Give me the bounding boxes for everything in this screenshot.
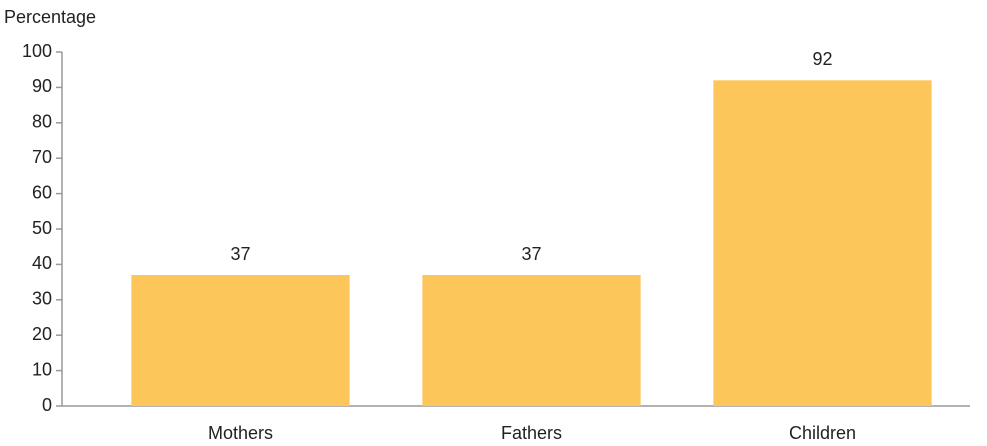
y-tick-label: 30: [32, 289, 52, 309]
y-tick-label: 20: [32, 324, 52, 344]
y-tick-label: 70: [32, 147, 52, 167]
y-axis-label: Percentage: [4, 7, 96, 27]
x-tick-label: Fathers: [501, 423, 562, 443]
bar: [422, 275, 641, 406]
bar: [713, 80, 932, 406]
value-label: 92: [812, 49, 832, 69]
y-tick-label: 60: [32, 182, 52, 202]
y-tick-label: 80: [32, 112, 52, 132]
bar: [131, 275, 350, 406]
value-label: 37: [521, 244, 541, 264]
y-tick-label: 100: [22, 41, 52, 61]
x-tick-label: Mothers: [208, 423, 273, 443]
x-tick-label: Children: [789, 423, 856, 443]
y-tick-label: 0: [42, 395, 52, 415]
y-tick-label: 40: [32, 253, 52, 273]
y-tick-label: 50: [32, 218, 52, 238]
y-tick-label: 10: [32, 359, 52, 379]
value-label: 37: [230, 244, 250, 264]
y-tick-label: 90: [32, 76, 52, 96]
